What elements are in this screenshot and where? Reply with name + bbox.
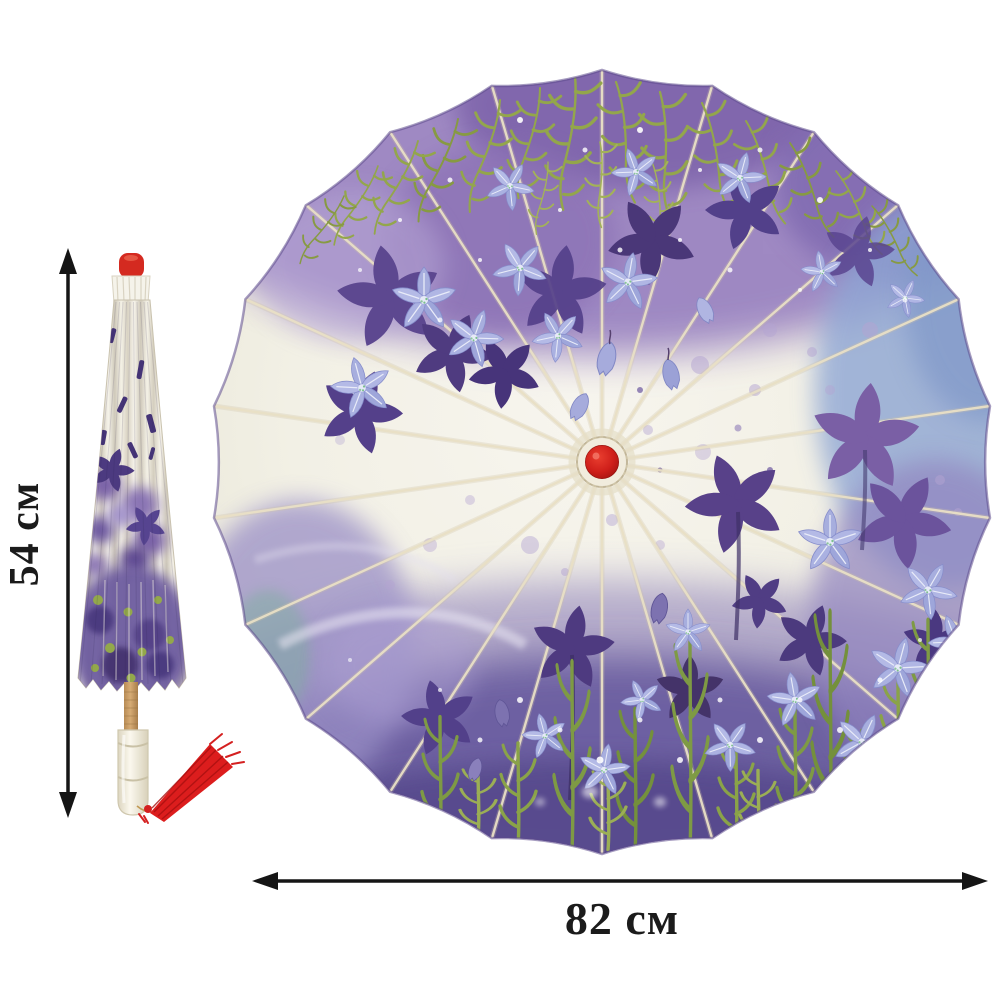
diameter-arrowhead-right — [962, 872, 988, 890]
canopy-rim — [212, 68, 992, 856]
height-dimension: 54 см — [2, 248, 77, 818]
bell-buds — [465, 294, 718, 783]
height-arrowhead-bottom — [59, 792, 77, 818]
tassel-bundle — [150, 744, 233, 822]
diameter-label: 82 см — [565, 893, 679, 944]
umbrella-collar — [111, 275, 151, 304]
pleat-shadow-lines — [79, 301, 184, 685]
umbrella-shaft — [124, 682, 138, 730]
height-arrowhead-top — [59, 248, 77, 274]
height-label: 54 см — [2, 482, 48, 587]
sparkle-dots — [348, 117, 922, 807]
umbrella-hub — [568, 428, 636, 496]
diameter-dimension: 82 см — [252, 872, 988, 944]
shaft-ridges — [124, 691, 138, 725]
closed-canopy-floral-pattern — [78, 440, 186, 692]
tassel — [136, 733, 245, 824]
closed-canopy — [77, 299, 187, 693]
closed-umbrella-side-view — [77, 253, 245, 824]
diameter-arrowhead-left — [252, 872, 278, 890]
umbrella-handle — [117, 729, 149, 816]
